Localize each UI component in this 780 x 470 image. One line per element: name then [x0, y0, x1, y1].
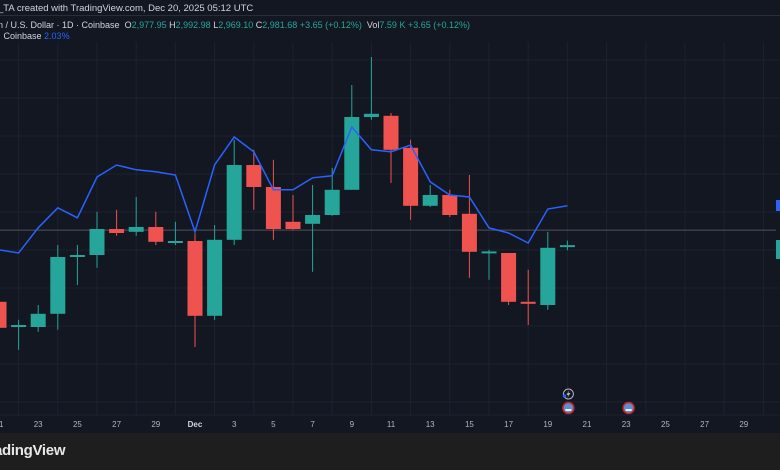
candle-down: [187, 241, 203, 316]
us-flag-event-icon[interactable]: [562, 401, 575, 415]
chart-title: _TA created with TradingView.com, Dec 20…: [0, 3, 254, 14]
candle-down: [109, 229, 125, 233]
candle-down: [520, 301, 536, 304]
candle-up: [89, 229, 105, 255]
candle-down: [148, 227, 164, 242]
flag-stripe: [565, 409, 572, 411]
x-axis-label: 3: [232, 420, 237, 429]
candle-down: [0, 301, 7, 328]
x-axis-label: 17: [504, 420, 513, 429]
candle-up: [305, 215, 321, 224]
x-axis-label: 5: [271, 420, 276, 429]
x-axis-label: 25: [73, 420, 82, 429]
event-dot: [562, 394, 567, 398]
x-axis-label: 9: [350, 420, 355, 429]
ohlc-legend: n / U.S. Dollar · 1D · Coinbase O2,977.9…: [0, 20, 471, 30]
indicator-legend[interactable]: · Coinbase 2.03%: [0, 31, 70, 41]
x-axis-label: 13: [426, 420, 435, 429]
candle-down: [501, 253, 517, 302]
us-flag-event-icon[interactable]: [622, 401, 635, 415]
indicator-line: [0, 125, 568, 254]
x-axis-label: 27: [112, 420, 121, 429]
candle-down: [403, 147, 419, 206]
flash-event-icon[interactable]: [562, 388, 574, 400]
candle-up: [481, 251, 497, 254]
x-axis-label: 11: [387, 420, 396, 429]
candle-up: [363, 113, 379, 117]
candle-up: [11, 325, 27, 327]
candle-up: [226, 165, 242, 240]
x-axis-label: 7: [310, 420, 315, 429]
candle-down: [383, 115, 399, 150]
header-divider: [0, 15, 780, 16]
candle-down: [442, 195, 458, 215]
x-axis-label: 25: [661, 420, 670, 429]
x-axis-label: 23: [34, 420, 43, 429]
candle-down: [285, 221, 301, 229]
x-axis-label: 19: [543, 420, 552, 429]
candle-down: [265, 187, 281, 229]
x-axis-label: 27: [700, 420, 709, 429]
x-axis-label: 21: [583, 420, 592, 429]
candle-up: [422, 195, 438, 206]
candle-up: [30, 313, 46, 327]
candle-up: [540, 247, 556, 305]
x-axis-label: 15: [465, 420, 474, 429]
candle-up: [559, 245, 575, 248]
x-axis-label: 21: [0, 420, 4, 429]
x-axis-label: 23: [622, 420, 631, 429]
x-axis-label: 29: [151, 420, 160, 429]
x-axis-label: 29: [739, 420, 748, 429]
candle-up: [167, 241, 183, 243]
flag-stripe: [625, 409, 632, 411]
candle-up: [324, 189, 340, 215]
indicator-price-tag: [776, 200, 780, 211]
candle-down: [246, 165, 262, 187]
candle-up: [69, 255, 85, 257]
price-chart[interactable]: 21 23 25 27 29 Dec 3 5 7 9 11 13 15 17 19 21 23 25 27 29: [0, 0, 780, 433]
candle-up: [50, 257, 66, 314]
candle-up: [128, 227, 144, 232]
footer-bar: adingView: [0, 433, 780, 470]
lightning-icon: [566, 390, 571, 398]
x-axis-label: Dec: [188, 420, 203, 429]
candle-down: [461, 213, 477, 252]
candle-up: [207, 239, 223, 316]
tradingview-logo[interactable]: adingView: [0, 442, 66, 459]
last-price-tag: [776, 240, 780, 259]
symbol-name[interactable]: n / U.S. Dollar · 1D · Coinbase: [0, 20, 120, 30]
